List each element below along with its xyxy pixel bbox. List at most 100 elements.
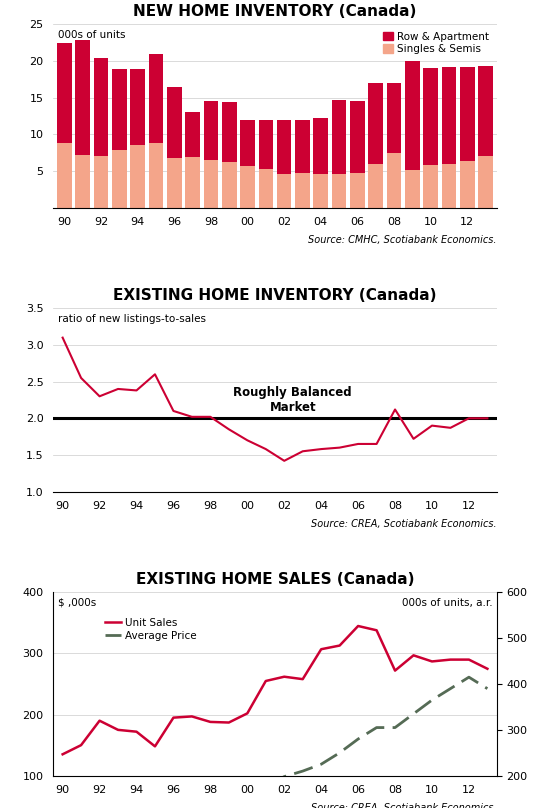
Average Price [226, 789, 232, 799]
Bar [93, 156, 108, 208]
Text: 000s of units: 000s of units [58, 30, 125, 40]
Average Price [410, 709, 417, 718]
Average Price [355, 734, 362, 744]
Unit Sales [115, 725, 121, 734]
Average Price [189, 792, 195, 802]
Unit Sales [170, 713, 177, 722]
Text: Source: CMHC, Scotiabank Economics.: Source: CMHC, Scotiabank Economics. [308, 235, 497, 245]
Bar [57, 143, 72, 208]
Line: Average Price: Average Price [62, 677, 488, 808]
Unit Sales [373, 625, 380, 635]
Unit Sales [429, 657, 435, 667]
Bar [277, 120, 292, 174]
Bar [478, 156, 493, 208]
Bar [240, 166, 255, 208]
Bar [185, 157, 200, 208]
Bar [203, 101, 218, 160]
Bar [148, 53, 163, 143]
Bar [222, 162, 237, 208]
Bar [478, 66, 493, 156]
Bar [130, 145, 145, 208]
Bar [460, 68, 475, 161]
Unit Sales [244, 709, 250, 718]
Average Price [484, 684, 491, 693]
Average Price [466, 672, 472, 682]
Average Price [429, 695, 435, 705]
Unit Sales [336, 641, 343, 650]
Average Price [447, 684, 454, 693]
Bar [442, 68, 457, 164]
Title: EXISTING HOME SALES (Canada): EXISTING HOME SALES (Canada) [136, 572, 414, 587]
Title: NEW HOME INVENTORY (Canada): NEW HOME INVENTORY (Canada) [134, 4, 417, 19]
Bar [423, 68, 438, 165]
Bar [93, 58, 108, 156]
Text: $ ,000s: $ ,000s [58, 598, 96, 608]
Text: ratio of new listings-to-sales: ratio of new listings-to-sales [58, 314, 206, 324]
Unit Sales [300, 675, 306, 684]
Bar [332, 174, 347, 208]
Unit Sales [410, 650, 417, 660]
Bar [203, 160, 218, 208]
Unit Sales [355, 621, 362, 631]
Unit Sales [484, 664, 491, 674]
Bar [423, 165, 438, 208]
Bar [332, 100, 347, 174]
Average Price [152, 794, 158, 804]
Bar [112, 149, 127, 208]
Bar [258, 170, 273, 208]
Unit Sales [447, 654, 454, 664]
Average Price [134, 783, 140, 793]
Unit Sales [318, 644, 324, 654]
Legend: Row & Apartment, Singles & Semis: Row & Apartment, Singles & Semis [381, 29, 491, 57]
Average Price [392, 722, 398, 732]
Unit Sales [189, 712, 195, 722]
Bar [222, 102, 237, 162]
Average Price [318, 760, 324, 769]
Unit Sales [263, 676, 269, 686]
Line: Unit Sales: Unit Sales [62, 626, 488, 755]
Average Price [336, 748, 343, 758]
Bar [258, 120, 273, 170]
Average Price [59, 803, 66, 808]
Average Price [373, 722, 380, 732]
Bar [442, 164, 457, 208]
Unit Sales [59, 750, 66, 760]
Unit Sales [466, 654, 472, 664]
Average Price [281, 772, 287, 781]
Unit Sales [207, 717, 214, 726]
Bar [368, 83, 383, 163]
Text: Source: CREA, Scotiabank Economics.: Source: CREA, Scotiabank Economics. [311, 519, 497, 529]
Average Price [96, 776, 103, 785]
Bar [350, 173, 365, 208]
Bar [148, 143, 163, 208]
Bar [313, 118, 328, 174]
Bar [387, 83, 402, 153]
Bar [460, 161, 475, 208]
Bar [387, 153, 402, 208]
Average Price [263, 782, 269, 792]
Bar [75, 40, 90, 155]
Text: 000s of units, a.r.: 000s of units, a.r. [402, 598, 492, 608]
Legend: Unit Sales, Average Price: Unit Sales, Average Price [103, 616, 199, 642]
Average Price [170, 792, 177, 802]
Unit Sales [392, 666, 398, 675]
Bar [167, 158, 182, 208]
Unit Sales [281, 672, 287, 682]
Bar [112, 69, 127, 149]
Title: EXISTING HOME INVENTORY (Canada): EXISTING HOME INVENTORY (Canada) [113, 288, 437, 303]
Bar [167, 87, 182, 158]
Unit Sales [134, 727, 140, 737]
Average Price [244, 785, 250, 795]
Bar [405, 170, 420, 208]
Average Price [78, 794, 84, 804]
Bar [130, 69, 145, 145]
Unit Sales [226, 718, 232, 727]
Bar [57, 43, 72, 143]
Text: Source: CREA, Scotiabank Economics.: Source: CREA, Scotiabank Economics. [311, 803, 497, 808]
Average Price [207, 792, 214, 802]
Average Price [115, 781, 121, 790]
Average Price [300, 766, 306, 776]
Unit Sales [96, 716, 103, 726]
Unit Sales [78, 740, 84, 750]
Bar [350, 101, 365, 173]
